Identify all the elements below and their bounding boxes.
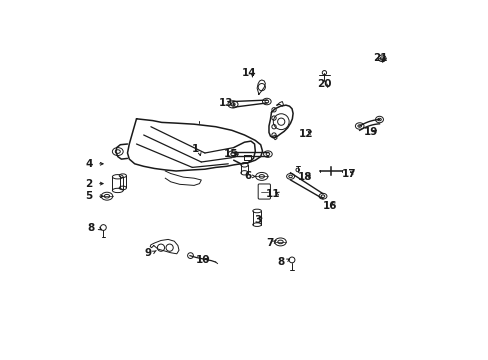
Text: 4: 4 [85, 159, 93, 169]
Text: 3: 3 [254, 215, 261, 225]
Text: 18: 18 [297, 172, 312, 182]
Text: 12: 12 [299, 129, 313, 139]
Text: 13: 13 [219, 98, 233, 108]
Text: 9: 9 [144, 248, 151, 258]
Text: 16: 16 [322, 201, 337, 211]
Text: 7: 7 [266, 238, 274, 248]
Text: 5: 5 [85, 191, 92, 201]
Text: 21: 21 [372, 53, 387, 63]
Text: 20: 20 [317, 78, 331, 89]
Text: 8: 8 [88, 222, 95, 233]
Text: 11: 11 [265, 189, 280, 199]
Text: 2: 2 [85, 179, 92, 189]
Text: 6: 6 [244, 171, 251, 181]
Text: 19: 19 [363, 127, 378, 138]
Text: 10: 10 [196, 255, 210, 265]
Text: 15: 15 [223, 149, 238, 159]
Text: 8: 8 [276, 257, 284, 267]
Text: 14: 14 [241, 68, 256, 78]
Text: 1: 1 [192, 144, 199, 154]
Text: 17: 17 [341, 168, 355, 179]
